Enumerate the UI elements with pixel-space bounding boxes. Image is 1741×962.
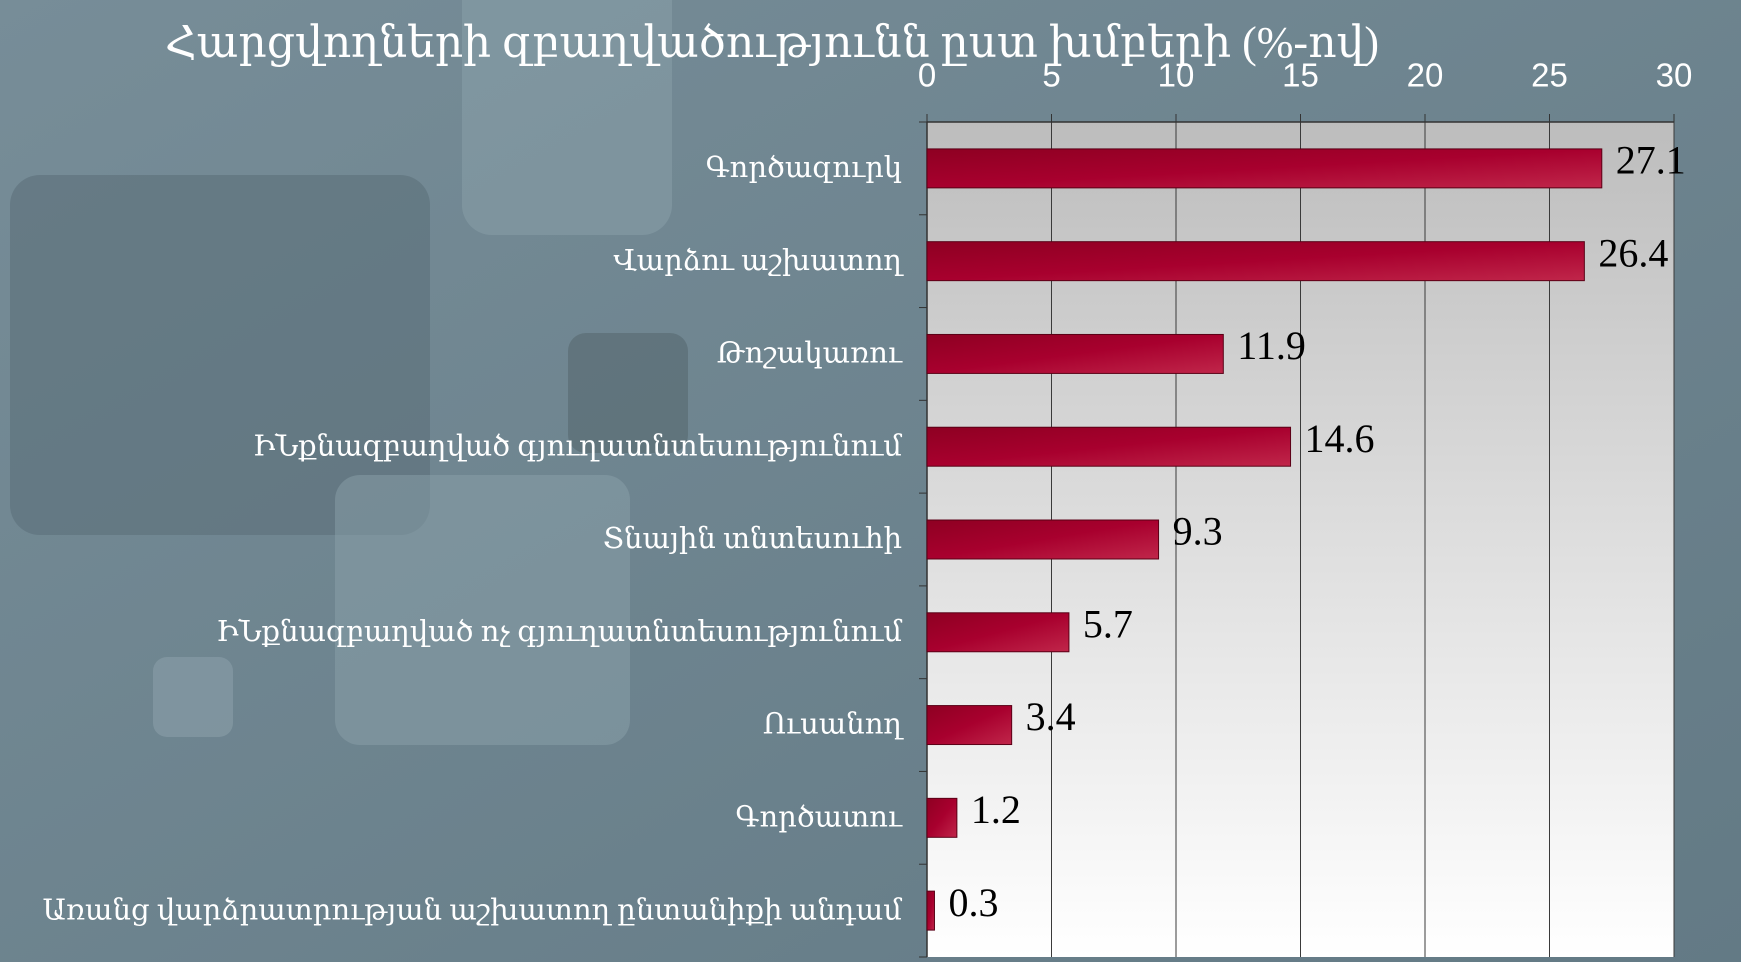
x-tick-label: 25 <box>1531 57 1568 94</box>
bar <box>927 334 1223 373</box>
x-tick-label: 10 <box>1158 57 1195 94</box>
chart-title: Հարցվողների զբաղվածությունն ըստ խմբերի (… <box>165 18 1379 67</box>
y-tick-label: Գործատու <box>735 801 903 833</box>
value-label: 9.3 <box>1173 509 1223 554</box>
y-tick-label: ԻՆքնազբաղված գյուղատնտեսությունում <box>253 430 902 462</box>
y-tick-label: ԻՆքնազբաղված ոչ գյուղատնտեսությունում <box>216 616 902 648</box>
chart: Հարցվողների զբաղվածությունն ըստ խմբերի (… <box>0 0 1741 962</box>
y-tick-label: Գործազուրկ <box>706 152 902 184</box>
bar <box>927 520 1159 559</box>
value-label: 11.9 <box>1237 323 1306 368</box>
x-tick-label: 0 <box>918 57 936 94</box>
bar <box>927 798 957 837</box>
x-tick-label: 20 <box>1407 57 1444 94</box>
x-tick-label: 30 <box>1656 57 1693 94</box>
y-tick-label: Ուսանող <box>763 709 905 741</box>
decor-shape <box>335 475 630 745</box>
y-tick-label: Տնային տնտեսուհի <box>603 523 902 555</box>
value-label: 1.2 <box>971 787 1021 832</box>
value-label: 3.4 <box>1026 694 1076 739</box>
bar <box>927 149 1602 188</box>
x-tick-label: 15 <box>1282 57 1319 94</box>
value-label: 26.4 <box>1598 230 1668 275</box>
bar <box>927 242 1584 281</box>
y-tick-label: Առանց վարձրատրության աշխատող ընտանիքի ան… <box>42 894 902 926</box>
value-label: 0.3 <box>948 880 998 925</box>
bar <box>927 706 1012 745</box>
bar <box>927 427 1291 466</box>
bar <box>927 613 1069 652</box>
page: Հարցվողների զբաղվածությունն ըստ խմբերի (… <box>0 0 1741 962</box>
x-tick-label: 5 <box>1042 57 1060 94</box>
bar <box>927 891 934 930</box>
y-tick-label: Թոշակառու <box>717 338 903 370</box>
value-label: 5.7 <box>1083 601 1133 646</box>
value-label: 14.6 <box>1305 416 1375 461</box>
decor-shape <box>153 657 233 737</box>
value-label: 27.1 <box>1616 138 1686 183</box>
y-tick-label: Վարձու աշխատող <box>613 245 904 277</box>
